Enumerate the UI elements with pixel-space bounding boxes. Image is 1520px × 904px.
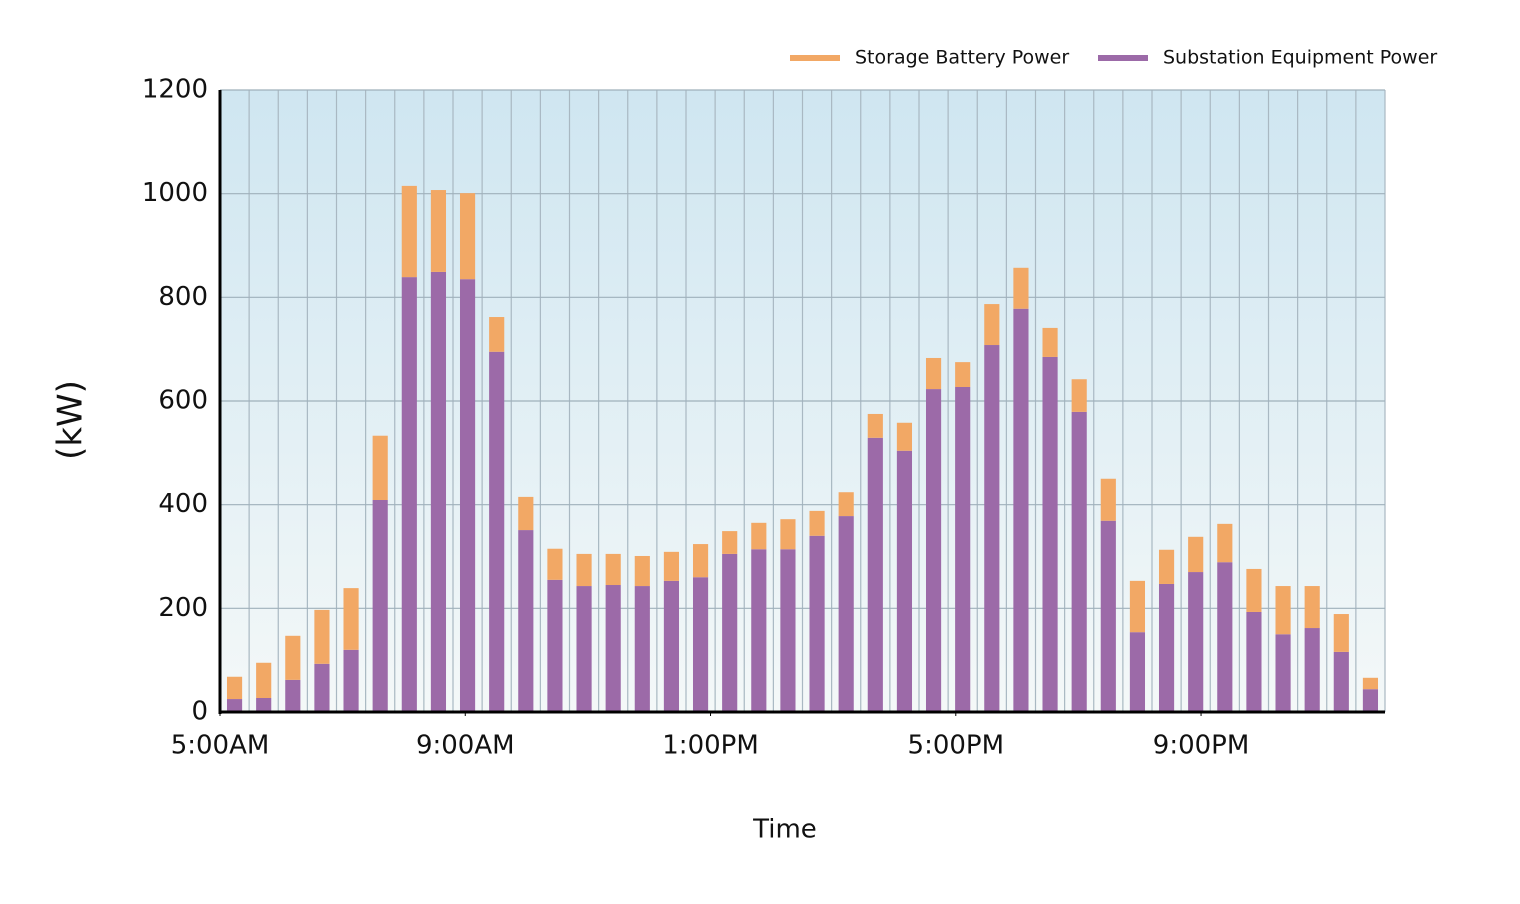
bar-segment — [955, 387, 971, 712]
bar-segment — [1246, 568, 1262, 612]
y-tick-label: 200 — [158, 593, 208, 623]
bar-segment — [722, 553, 738, 712]
bar-segment — [692, 577, 709, 712]
bar-segment — [1275, 634, 1291, 712]
bar-segment — [1217, 523, 1233, 563]
bar-segment — [547, 548, 563, 580]
bar-segment — [1100, 478, 1116, 521]
bar-segment — [663, 551, 680, 581]
bar-segment — [226, 676, 243, 700]
y-axis-label: (kW) — [51, 380, 91, 460]
bar-segment — [576, 586, 592, 712]
x-tick-label: 5:00PM — [908, 731, 1005, 761]
y-tick-label: 1200 — [142, 75, 208, 105]
bar-segment — [459, 279, 476, 712]
bar-segment — [459, 193, 476, 280]
bar-segment — [401, 277, 417, 712]
bar-segment — [343, 649, 359, 712]
bar-segment — [1304, 628, 1320, 712]
bar-segment — [605, 585, 621, 712]
bar-segment — [1246, 611, 1262, 712]
bar-segment — [896, 450, 913, 712]
bar-segment — [256, 662, 272, 699]
bar-segment — [780, 519, 796, 550]
bar-segment — [1071, 411, 1087, 712]
bar-segment — [925, 357, 942, 390]
bar-segment — [489, 351, 505, 712]
bar-segment — [809, 510, 825, 536]
bar-segment — [1275, 586, 1291, 635]
bar-segment — [838, 492, 854, 517]
y-tick-label: 400 — [158, 489, 208, 519]
bar-segment — [867, 437, 883, 712]
bar-segment — [605, 553, 621, 586]
bar-segment — [430, 190, 447, 272]
bar-segment — [896, 422, 913, 451]
bar-segment — [285, 635, 301, 680]
bar-segment — [1333, 651, 1349, 712]
bar-segment — [576, 553, 592, 587]
bar-segment — [1042, 327, 1058, 357]
bar-segment — [372, 435, 388, 501]
bar-segment — [1188, 572, 1204, 712]
bar-segment — [780, 549, 796, 712]
bar-segment — [430, 271, 447, 712]
bar-segment — [838, 516, 854, 712]
bar-segment — [314, 663, 330, 712]
legend-label: Storage Battery Power — [855, 47, 1069, 69]
bar-segment — [1013, 308, 1029, 712]
x-tick-label: 9:00PM — [1153, 731, 1250, 761]
bar-segment — [285, 679, 301, 712]
bar-segment — [1333, 614, 1349, 652]
bar-segment — [1100, 520, 1116, 712]
y-tick-label: 0 — [191, 697, 208, 727]
bar-segment — [751, 549, 767, 712]
bar-segment — [692, 544, 709, 578]
y-tick-label: 600 — [158, 386, 208, 416]
bar-segment — [955, 362, 971, 388]
y-tick-label: 1000 — [142, 178, 208, 208]
bar-segment — [547, 579, 563, 712]
bar-segment — [1304, 586, 1320, 629]
bar-segment — [343, 588, 359, 650]
x-tick-label: 5:00AM — [171, 731, 270, 761]
bar-segment — [634, 586, 650, 712]
bar-segment — [256, 698, 272, 712]
bar-segment — [1362, 677, 1379, 690]
x-axis-label: Time — [752, 815, 817, 845]
bar-segment — [372, 500, 388, 712]
bar-segment — [226, 699, 243, 712]
y-tick-label: 800 — [158, 282, 208, 312]
bar-segment — [751, 522, 767, 550]
bar-segment — [1217, 562, 1233, 712]
bar-segment — [809, 535, 825, 712]
bar-segment — [1071, 379, 1087, 412]
bar-segment — [984, 345, 1000, 712]
bar-segment — [1042, 356, 1058, 712]
bar-segment — [1129, 580, 1146, 633]
bar-segment — [1158, 583, 1175, 712]
x-tick-label: 9:00AM — [416, 731, 515, 761]
bar-segment — [1188, 536, 1204, 573]
bar-segment — [634, 555, 650, 587]
bar-segment — [314, 609, 330, 664]
legend-label: Substation Equipment Power — [1163, 47, 1437, 69]
bar-segment — [489, 317, 505, 352]
bar-segment — [663, 580, 680, 712]
bar-segment — [1158, 549, 1175, 584]
bar-segment — [518, 530, 534, 712]
bar-segment — [722, 531, 738, 554]
bar-segment — [1129, 632, 1146, 712]
bar-segment — [867, 413, 883, 438]
bar-segment — [401, 185, 417, 278]
x-tick-label: 1:00PM — [662, 731, 759, 761]
bar-segment — [1362, 689, 1379, 712]
bar-segment — [518, 496, 534, 531]
bar-segment — [984, 304, 1000, 346]
bar-segment — [925, 389, 942, 712]
bar-segment — [1013, 267, 1029, 309]
